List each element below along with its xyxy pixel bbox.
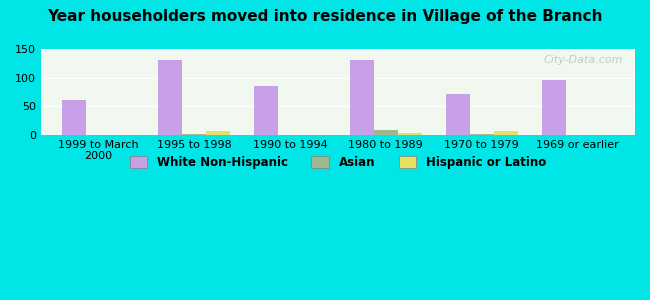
Bar — [158, 60, 182, 135]
Text: City-Data.com: City-Data.com — [543, 55, 623, 65]
Bar — [374, 130, 398, 135]
Bar — [254, 86, 278, 135]
Bar — [182, 134, 206, 135]
Bar — [398, 133, 422, 135]
Bar — [493, 131, 517, 135]
Legend: White Non-Hispanic, Asian, Hispanic or Latino: White Non-Hispanic, Asian, Hispanic or L… — [125, 151, 551, 173]
Bar — [206, 131, 230, 135]
Bar — [350, 60, 374, 135]
Bar — [446, 94, 470, 135]
Bar — [62, 100, 86, 135]
Bar — [470, 134, 493, 135]
Text: Year householders moved into residence in Village of the Branch: Year householders moved into residence i… — [47, 9, 603, 24]
Bar — [541, 80, 566, 135]
